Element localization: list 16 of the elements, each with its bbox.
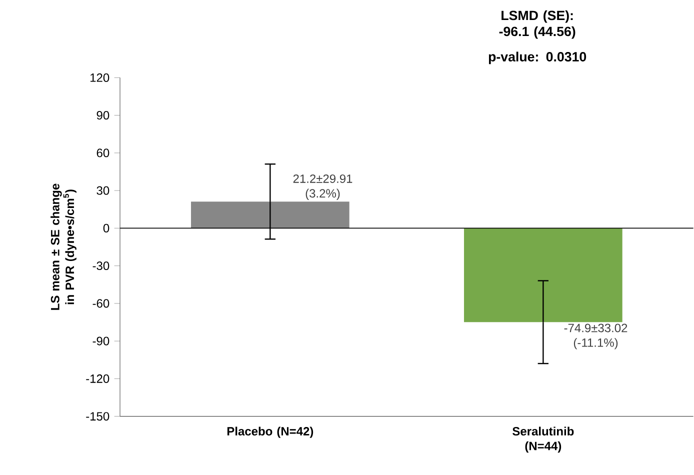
text: LSMD (SE): -96.1 (44.56) xyxy=(499,10,576,39)
y-tick-label: 30 xyxy=(96,186,110,195)
y-tick-label: -60 xyxy=(92,299,110,308)
y-tick-label: -150 xyxy=(86,412,110,421)
x-tick-label: Placebo (N=42) xyxy=(227,426,314,438)
y-tick-label: 120 xyxy=(90,73,110,82)
y-tick-label: 90 xyxy=(96,111,110,120)
data-label: -74.9±33.02 (-11.1%) xyxy=(564,324,628,350)
text: p-value: 0.0310 xyxy=(488,52,586,64)
y-tick-label: 0 xyxy=(103,224,110,232)
y-tick-label: -30 xyxy=(92,262,110,270)
x-tick-label: Seralutinib (N=44) xyxy=(512,426,574,453)
y-tick-label: -90 xyxy=(92,336,110,346)
data-label: 21.2±29.91 (3.2%) xyxy=(293,174,352,200)
y-tick-label: -120 xyxy=(86,374,110,383)
y-tick-label: 60 xyxy=(96,148,110,158)
